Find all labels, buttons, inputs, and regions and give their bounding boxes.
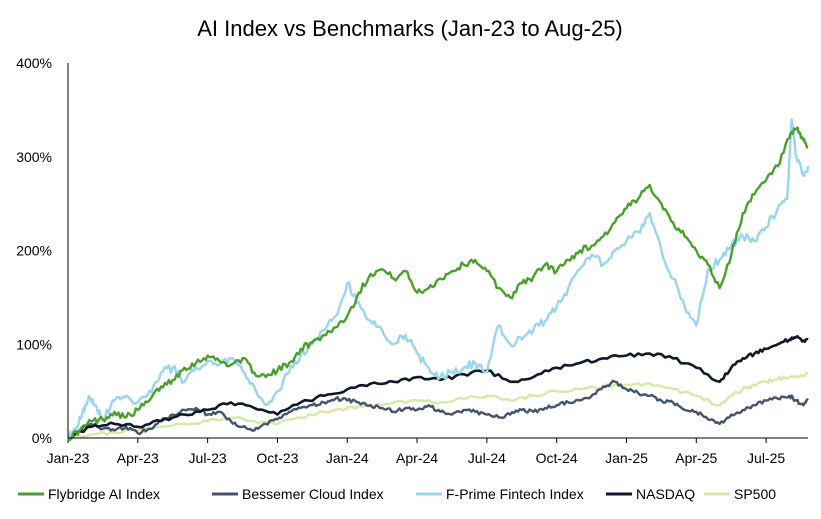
x-tick-label: Jul-25 — [747, 450, 785, 466]
series-line-bessemer-cloud-index — [67, 379, 809, 440]
x-tick-label: Oct-24 — [536, 450, 578, 466]
legend-label: F-Prime Fintech Index — [446, 486, 584, 502]
legend: Flybridge AI Index Bessemer Cloud Index F-… — [18, 486, 776, 502]
x-tick-label: Oct-23 — [256, 450, 298, 466]
y-tick-label: 100% — [16, 336, 52, 352]
legend-label: Bessemer Cloud Index — [242, 486, 384, 502]
legend-label: SP500 — [734, 486, 776, 502]
x-tick-label: Apr-25 — [675, 450, 717, 466]
x-tick-label: Apr-23 — [117, 450, 159, 466]
series-line-nasdaq — [67, 335, 809, 440]
y-tick-label: 200% — [16, 243, 52, 259]
x-tick-label: Jan-24 — [326, 450, 369, 466]
series-line-sp500 — [67, 371, 809, 440]
x-tick-label: Apr-24 — [396, 450, 438, 466]
chart-title: AI Index vs Benchmarks (Jan-23 to Aug-25… — [197, 16, 623, 41]
y-tick-label: 0% — [32, 430, 52, 446]
y-tick-label: 400% — [16, 55, 52, 71]
y-tick-label: 300% — [16, 149, 52, 165]
legend-label: Flybridge AI Index — [48, 486, 160, 502]
series-line-flybridge-ai-index — [67, 126, 809, 442]
legend-label: NASDAQ — [636, 486, 695, 502]
x-tick-label: Jul-23 — [189, 450, 227, 466]
x-tick-label: Jan-25 — [605, 450, 648, 466]
x-tick-label: Jan-23 — [47, 450, 90, 466]
x-tick-label: Jul-24 — [468, 450, 506, 466]
